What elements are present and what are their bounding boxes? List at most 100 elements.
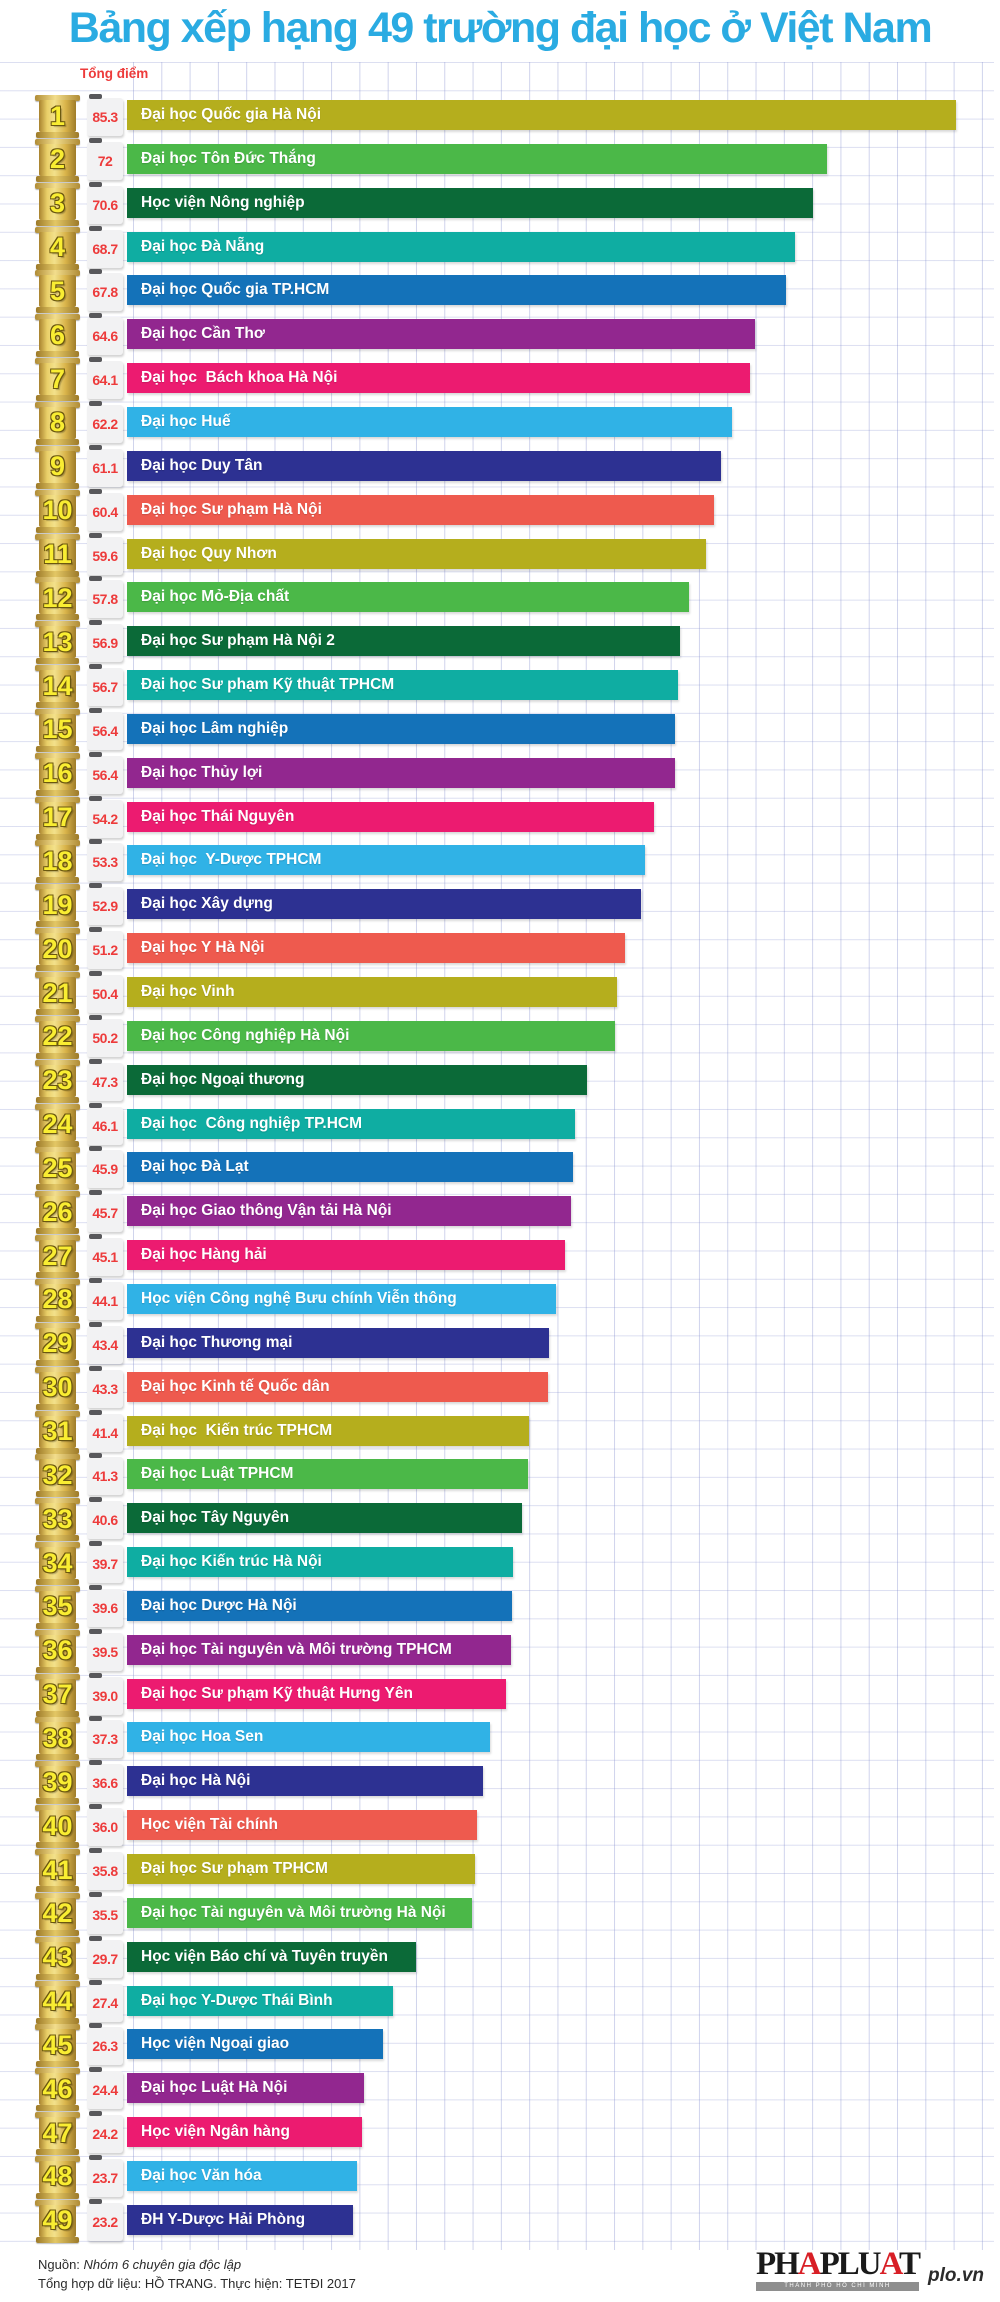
score-chip: 59.6 xyxy=(87,532,123,575)
score-value: 24.2 xyxy=(92,2126,118,2143)
score-value: 60.4 xyxy=(92,503,118,520)
ranking-row: 45 26.3 Học viện Ngoại giao xyxy=(0,2023,1000,2069)
ranking-row: 32 41.3 Đại học Luật TPHCM xyxy=(0,1453,1000,1499)
score-chip: 53.3 xyxy=(87,839,123,882)
university-label: Đại học Quốc gia Hà Nội xyxy=(141,106,321,123)
rank-number: 27 xyxy=(42,1240,73,1271)
score-value: 45.9 xyxy=(92,1161,118,1178)
ranking-row: 5 67.8 Đại học Quốc gia TP.HCM xyxy=(0,269,1000,315)
score-value: 85.3 xyxy=(92,109,118,125)
rank-number: 12 xyxy=(42,582,73,613)
logo-seg: PLU xyxy=(819,2246,882,2282)
rank-badge: 26 xyxy=(35,1191,80,1235)
score-chip: 51.2 xyxy=(87,927,123,970)
university-label: Đại học Giao thông Vận tải Hà Nội xyxy=(141,1202,392,1220)
score-chip: 24.4 xyxy=(87,2067,123,2110)
rank-number: 7 xyxy=(49,363,66,394)
ranking-row: 36 39.5 Đại học Tài nguyên và Môi trường… xyxy=(0,1628,1000,1675)
university-label: Đại học Tài nguyên và Môi trường TPHCM xyxy=(141,1640,452,1658)
score-value: 46.1 xyxy=(92,1117,118,1134)
chip-tab-icon xyxy=(89,664,102,670)
rank-badge: 1 xyxy=(35,95,80,138)
score-value: 56.4 xyxy=(92,766,118,783)
university-label: Đại học Luật TPHCM xyxy=(141,1465,294,1483)
score-value: 39.7 xyxy=(92,1556,118,1573)
score-value: 39.0 xyxy=(92,1687,118,1704)
score-chip: 45.9 xyxy=(87,1146,123,1189)
chip-tab-icon xyxy=(89,400,102,406)
score-value: 35.5 xyxy=(92,1906,118,1923)
score-chip: 57.8 xyxy=(87,576,123,619)
score-value: 41.3 xyxy=(92,1468,118,1485)
score-value: 59.6 xyxy=(92,547,118,564)
score-chip: 61.1 xyxy=(87,444,123,487)
rank-badge: 10 xyxy=(35,489,80,533)
university-label: Đại học Thương mại xyxy=(141,1333,293,1351)
score-bar: Đại học Hoa Sen xyxy=(127,1722,490,1753)
ranking-row: 25 45.9 Đại học Đà Lạt xyxy=(0,1146,1000,1192)
rank-badge-body xyxy=(39,450,76,483)
rank-badge-body xyxy=(39,1854,76,1886)
ranking-row: 49 23.2 ĐH Y-Dược Hải Phòng xyxy=(0,2198,1000,2245)
rank-number: 39 xyxy=(42,1766,73,1797)
chip-tab-icon xyxy=(89,2111,102,2117)
score-bar: Đại học Sư phạm TPHCM xyxy=(127,1854,475,1884)
rank-badge: 11 xyxy=(35,533,80,577)
chip-tab-icon xyxy=(89,1190,102,1196)
rank-badge-body xyxy=(39,757,76,790)
ranking-row: 29 43.4 Đại học Thương mại xyxy=(0,1321,1000,1368)
rank-badge-body xyxy=(39,1196,76,1229)
rank-number: 23 xyxy=(42,1065,73,1096)
rank-number: 35 xyxy=(42,1591,73,1622)
university-label: Đại học Bách khoa Hà Nội xyxy=(141,369,338,387)
rank-badge: 33 xyxy=(35,1498,80,1542)
university-label: Đại học Duy Tân xyxy=(141,456,263,474)
university-label: Đại học Hoa Sen xyxy=(141,1728,264,1746)
score-chip: 56.9 xyxy=(87,620,123,663)
university-label: Học viện Tài chính xyxy=(141,1816,278,1834)
rank-badge-body xyxy=(39,626,76,659)
ranking-row: 16 56.4 Đại học Thủy lợi xyxy=(0,751,1000,798)
rank-badge: 3 xyxy=(35,182,80,226)
rank-badge: 46 xyxy=(35,2068,80,2112)
ranking-row: 10 60.4 Đại học Sư phạm Hà Nội xyxy=(0,488,1000,535)
ranking-row: 11 59.6 Đại học Quy Nhơn xyxy=(0,532,1000,579)
university-label: Đại học Công nghiệp Hà Nội xyxy=(141,1026,350,1044)
score-bar: Đại học Hàng hải xyxy=(127,1240,566,1271)
chip-tab-icon xyxy=(89,313,102,319)
rank-number: 36 xyxy=(42,1635,73,1666)
rank-badge-body xyxy=(39,1985,76,2018)
ranking-row: 1 85.3 Đại học Quốc gia Hà Nội xyxy=(0,94,1000,140)
phapluat-logo: PHAPLUAT THÀNH PHỐ HỒ CHÍ MINH plo.vn xyxy=(755,2248,984,2291)
rank-badge: 40 xyxy=(35,1805,80,1849)
rank-badge: 34 xyxy=(35,1542,80,1586)
rank-badge: 29 xyxy=(35,1322,80,1366)
score-value: 61.1 xyxy=(92,459,118,476)
rank-number: 33 xyxy=(42,1503,73,1534)
score-chip: 35.5 xyxy=(87,1891,123,1934)
ranking-row: 17 54.2 Đại học Thái Nguyên xyxy=(0,795,1000,842)
rank-badge: 21 xyxy=(35,972,80,1015)
score-chip: 36.0 xyxy=(87,1804,123,1847)
ranking-row: 23 47.3 Đại học Ngoại thương xyxy=(0,1058,1000,1105)
score-chip: 72 xyxy=(87,137,123,180)
university-label: Đại học Lâm nghiệp xyxy=(141,719,289,737)
chip-tab-icon xyxy=(89,1453,102,1459)
rank-number: 11 xyxy=(43,539,72,569)
rank-badge-body xyxy=(39,1634,76,1667)
university-label: Đại học Thái Nguyên xyxy=(141,807,295,825)
rank-badge-body xyxy=(39,933,76,966)
ranking-row: 40 36.0 Học viện Tài chính xyxy=(0,1804,1000,1850)
chip-tab-icon xyxy=(89,1935,102,1941)
rank-number: 15 xyxy=(42,714,73,745)
ranking-row: 22 50.2 Đại học Công nghiệp Hà Nội xyxy=(0,1014,1000,1061)
score-bar: Đại học Kinh tế Quốc dân xyxy=(127,1371,548,1402)
rank-badge: 6 xyxy=(35,314,80,358)
university-label: Đại học Sư phạm TPHCM xyxy=(141,1860,328,1877)
score-bar: Học viện Ngoại giao xyxy=(127,2029,383,2060)
rank-number: 34 xyxy=(42,1547,73,1578)
score-chip: 50.2 xyxy=(87,1014,123,1057)
chip-tab-icon xyxy=(89,137,102,143)
logo-seg: PH xyxy=(755,2246,800,2282)
university-label: Đại học Luật Hà Nội xyxy=(141,2079,288,2097)
